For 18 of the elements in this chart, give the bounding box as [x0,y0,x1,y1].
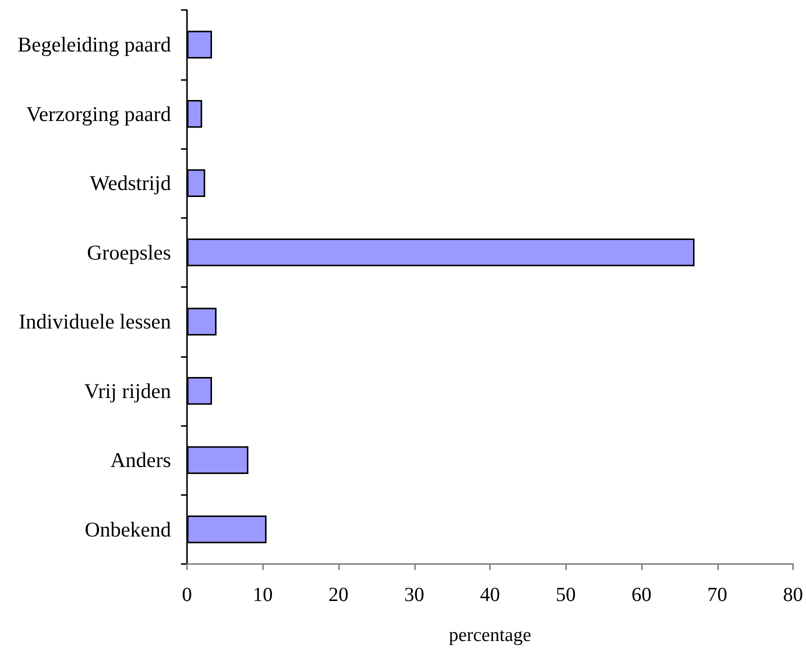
y-tick-label: Individuele lessen [18,310,172,334]
x-tick-label: 50 [556,584,576,606]
y-tick-label: Begeleiding paard [18,32,172,57]
x-tick-label: 80 [783,584,803,606]
x-tick-label: 40 [480,584,500,606]
y-tick-label: Onbekend [84,517,172,542]
x-tick-label: 30 [404,584,424,606]
y-tick-label: Verzorging paard [26,102,172,126]
x-tick-label: 70 [707,584,728,606]
y-tick-label: Vrij rijden [84,378,172,403]
x-axis-title: percentage [448,625,532,646]
x-tick-label: 60 [632,584,652,606]
y-tick-label: Anders [110,448,171,472]
x-tick-label: 20 [328,584,348,606]
y-tick-label: Groepsles [87,240,171,264]
y-tick-label: Wedstrijd [90,171,172,196]
x-tick-label: 10 [252,584,273,606]
x-tick-label: 0 [182,584,192,606]
